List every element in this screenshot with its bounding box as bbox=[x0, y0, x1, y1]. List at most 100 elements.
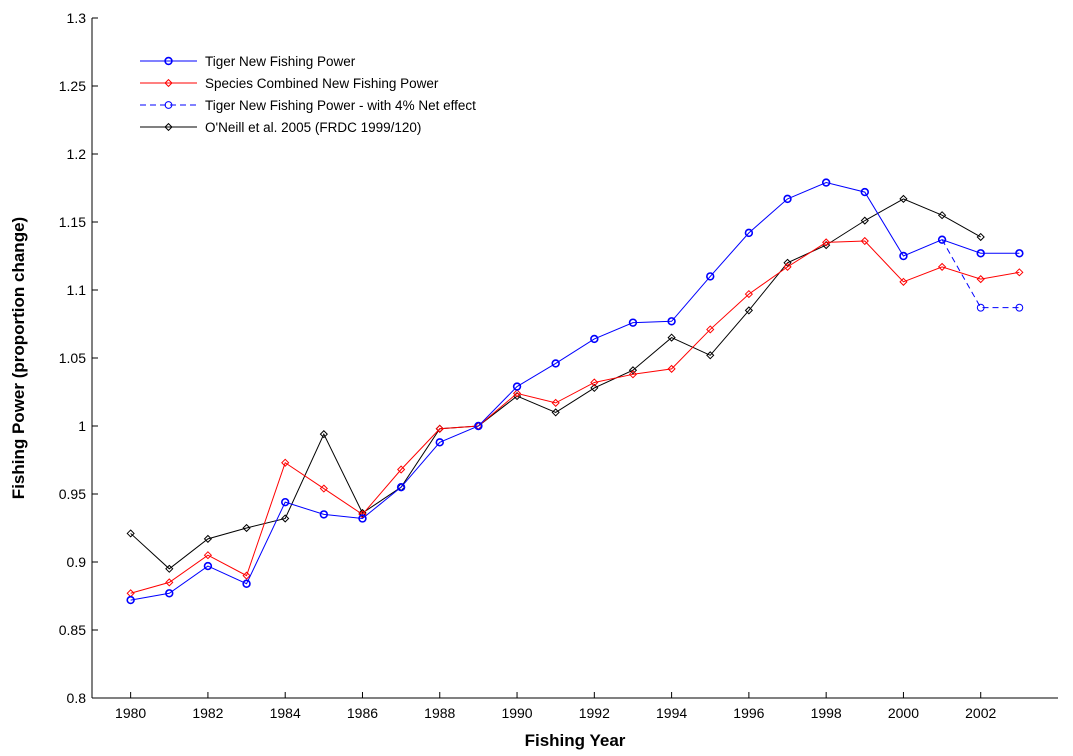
x-tick-label: 2000 bbox=[888, 705, 919, 721]
data-point bbox=[899, 277, 908, 286]
data-point bbox=[706, 272, 715, 281]
y-tick-label: 1.1 bbox=[67, 282, 87, 298]
plot-area bbox=[92, 18, 1058, 698]
data-point bbox=[590, 378, 599, 387]
data-point bbox=[667, 317, 676, 326]
series-1 bbox=[126, 236, 1024, 598]
data-point bbox=[938, 235, 946, 244]
x-tick-label: 1984 bbox=[270, 705, 301, 721]
data-point bbox=[860, 187, 869, 197]
y-tick-label: 1.15 bbox=[59, 214, 86, 230]
x-tick-label: 2002 bbox=[965, 705, 996, 721]
data-point bbox=[667, 364, 676, 373]
data-point bbox=[937, 262, 947, 271]
legend-label: Species Combined New Fishing Power bbox=[205, 76, 439, 91]
data-point bbox=[860, 216, 869, 225]
data-point bbox=[242, 579, 251, 588]
data-point bbox=[281, 497, 290, 507]
data-point bbox=[396, 483, 406, 492]
data-point bbox=[706, 351, 715, 360]
data-point bbox=[744, 289, 753, 299]
data-point bbox=[126, 595, 135, 605]
data-point bbox=[512, 389, 522, 398]
data-point bbox=[706, 325, 715, 334]
series-2 bbox=[938, 235, 1024, 312]
y-tick-label: 1.3 bbox=[67, 10, 87, 26]
series-line bbox=[941, 239, 1020, 309]
x-tick-label: 1990 bbox=[501, 705, 532, 721]
data-point bbox=[242, 523, 251, 533]
series-line bbox=[130, 182, 1020, 601]
data-point bbox=[590, 334, 599, 344]
data-point bbox=[474, 421, 483, 431]
data-point bbox=[242, 571, 251, 580]
data-point bbox=[667, 333, 676, 342]
data-point bbox=[821, 178, 831, 187]
axes: 0.8 0.85 0.9 0.95 1 1.05 1.1 1.15 1.2 1.25 1.3 1980… bbox=[59, 10, 1058, 721]
legend-label: Tiger New Fishing Power - with 4% Net ef… bbox=[205, 98, 476, 113]
data-point bbox=[126, 529, 135, 538]
data-point bbox=[203, 561, 213, 571]
data-point bbox=[512, 382, 522, 391]
data-point bbox=[319, 510, 329, 519]
legend-marker bbox=[164, 56, 173, 66]
data-point bbox=[1015, 249, 1024, 258]
series-line bbox=[130, 240, 1020, 594]
y-tick-label: 1 bbox=[78, 418, 86, 434]
data-point bbox=[590, 383, 599, 393]
data-point bbox=[551, 359, 560, 368]
data-point bbox=[165, 578, 174, 587]
data-point bbox=[1015, 303, 1024, 312]
y-tick-label: 1.25 bbox=[59, 78, 86, 94]
data-point bbox=[976, 249, 985, 258]
x-tick-label: 1982 bbox=[192, 705, 223, 721]
y-tick-label: 1.2 bbox=[67, 146, 87, 162]
legend-marker bbox=[164, 78, 173, 88]
data-point bbox=[976, 275, 985, 284]
data-point bbox=[822, 238, 831, 247]
data-point bbox=[435, 424, 444, 433]
data-point bbox=[319, 430, 328, 439]
y-tick-label: 1.05 bbox=[59, 350, 86, 366]
y-tick-label: 0.8 bbox=[67, 690, 87, 706]
y-axis-title: Fishing Power (proportion change) bbox=[9, 217, 28, 499]
series-line bbox=[130, 198, 981, 570]
legend: Tiger New Fishing Power Species Combined … bbox=[140, 54, 476, 135]
x-tick-label: 1994 bbox=[656, 705, 687, 721]
legend-label: Tiger New Fishing Power bbox=[205, 54, 356, 69]
data-point bbox=[976, 303, 985, 312]
data-point bbox=[358, 510, 367, 519]
data-point bbox=[551, 408, 560, 417]
data-point bbox=[281, 458, 290, 467]
data-point bbox=[744, 306, 753, 315]
y-tick-label: 0.9 bbox=[67, 554, 87, 570]
legend-marker bbox=[164, 122, 173, 132]
data-point bbox=[744, 228, 754, 238]
x-tick-label: 1986 bbox=[347, 705, 378, 721]
data-point bbox=[165, 564, 174, 573]
x-tick-label: 1996 bbox=[733, 705, 764, 721]
data-point bbox=[899, 194, 908, 203]
data-point bbox=[319, 484, 328, 493]
data-point bbox=[165, 589, 174, 598]
x-tick-label: 1988 bbox=[424, 705, 455, 721]
data-point bbox=[860, 236, 869, 246]
data-point bbox=[1015, 268, 1024, 277]
x-axis-title: Fishing Year bbox=[525, 731, 626, 750]
legend-marker bbox=[164, 101, 173, 109]
data-point bbox=[783, 258, 792, 267]
data-point bbox=[628, 370, 638, 379]
y-tick-label: 0.85 bbox=[59, 622, 86, 638]
series-layer bbox=[126, 178, 1024, 605]
data-point bbox=[937, 211, 947, 220]
x-tick-label: 1998 bbox=[811, 705, 842, 721]
data-point bbox=[783, 262, 792, 271]
data-point bbox=[397, 465, 406, 474]
data-point bbox=[203, 534, 213, 543]
data-point bbox=[976, 232, 985, 242]
data-point bbox=[551, 398, 560, 407]
data-point bbox=[435, 438, 444, 447]
x-tick-label: 1980 bbox=[115, 705, 146, 721]
legend-label: O'Neill et al. 2005 (FRDC 1999/120) bbox=[205, 120, 421, 135]
